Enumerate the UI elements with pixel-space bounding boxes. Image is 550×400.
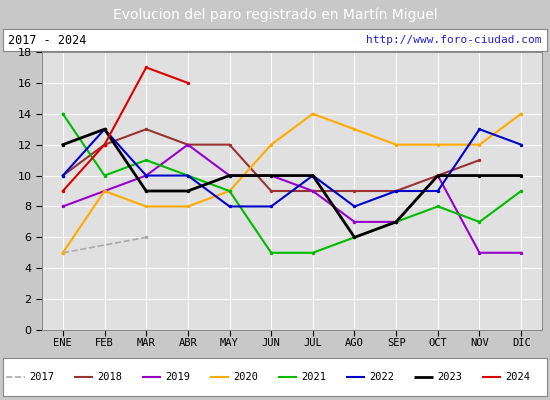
Text: 2023: 2023 [437, 372, 462, 382]
Text: 2022: 2022 [369, 372, 394, 382]
Text: 2017 - 2024: 2017 - 2024 [8, 34, 87, 46]
Text: 2017: 2017 [29, 372, 54, 382]
Text: 2020: 2020 [233, 372, 258, 382]
Text: http://www.foro-ciudad.com: http://www.foro-ciudad.com [366, 35, 542, 45]
Text: 2019: 2019 [165, 372, 190, 382]
Text: Evolucion del paro registrado en Martín Miguel: Evolucion del paro registrado en Martín … [113, 8, 437, 22]
Text: 2018: 2018 [97, 372, 122, 382]
Text: 2024: 2024 [505, 372, 530, 382]
Text: 2021: 2021 [301, 372, 326, 382]
